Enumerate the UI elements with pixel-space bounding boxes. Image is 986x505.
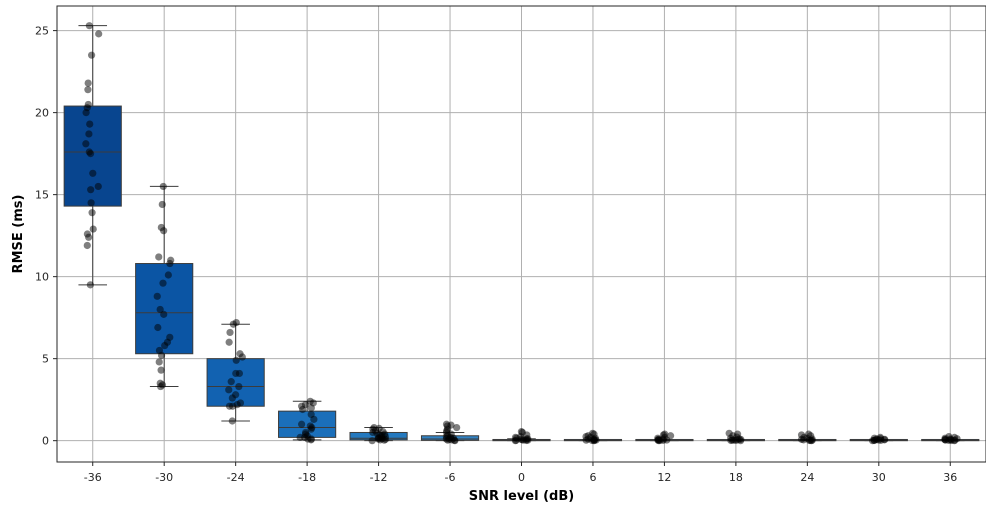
data-point xyxy=(155,253,163,261)
data-point xyxy=(582,436,590,444)
data-point xyxy=(89,225,97,233)
data-point xyxy=(737,437,745,445)
data-point xyxy=(807,437,815,445)
y-axis-label: RMSE (ms) xyxy=(11,195,26,274)
data-point xyxy=(232,356,240,364)
data-point xyxy=(511,437,519,445)
data-point xyxy=(85,233,93,241)
data-point xyxy=(160,310,168,318)
data-point xyxy=(89,169,97,177)
data-point xyxy=(85,130,93,138)
x-tick-label: -6 xyxy=(445,471,456,484)
data-point xyxy=(159,279,167,287)
data-point xyxy=(229,402,237,410)
data-point xyxy=(157,351,166,359)
data-point xyxy=(161,341,169,350)
data-point xyxy=(153,292,161,300)
strip-points xyxy=(82,22,961,445)
data-point xyxy=(83,241,91,250)
x-tick-label: 24 xyxy=(800,471,814,484)
y-tick-label: 15 xyxy=(35,189,49,202)
x-tick-label: 12 xyxy=(657,471,671,484)
data-point xyxy=(94,182,102,191)
x-tick-label: -36 xyxy=(84,471,102,484)
data-point xyxy=(590,437,598,445)
y-tick-label: 25 xyxy=(35,25,49,38)
data-point xyxy=(225,338,233,346)
x-tick-label: 6 xyxy=(589,471,596,484)
y-tick-label: 20 xyxy=(35,107,49,120)
data-point xyxy=(522,436,530,445)
data-point xyxy=(228,417,236,425)
data-point xyxy=(296,433,304,441)
data-point xyxy=(307,425,315,433)
data-point xyxy=(87,199,95,207)
data-point xyxy=(235,382,243,391)
x-tick-label: 36 xyxy=(943,471,957,484)
x-tick-label: -12 xyxy=(370,471,388,484)
data-point xyxy=(158,200,166,209)
y-tick-label: 10 xyxy=(35,271,49,284)
data-point xyxy=(229,320,237,328)
data-point xyxy=(380,436,388,444)
y-tick-labels: 0 5 10 15 20 25 xyxy=(35,25,57,448)
data-point xyxy=(159,182,167,191)
data-point xyxy=(155,358,163,366)
data-point xyxy=(88,209,96,217)
data-point xyxy=(451,437,459,445)
data-point xyxy=(227,378,235,386)
x-axis-label: SNR level (dB) xyxy=(469,489,574,504)
data-point xyxy=(86,281,94,289)
x-tick-label: 30 xyxy=(872,471,886,484)
data-point xyxy=(160,227,168,235)
box--30 xyxy=(135,263,194,355)
data-point xyxy=(84,86,92,94)
data-point xyxy=(298,420,306,428)
data-point xyxy=(157,382,165,391)
y-tick-label: 0 xyxy=(42,435,49,448)
data-point xyxy=(225,386,233,394)
data-point xyxy=(82,109,90,117)
x-tick-label: 18 xyxy=(729,471,743,484)
x-tick-label: -24 xyxy=(227,471,245,484)
data-point xyxy=(368,437,376,445)
data-point xyxy=(164,271,172,279)
data-point xyxy=(87,186,95,194)
x-tick-label: -18 xyxy=(298,471,316,484)
x-tick-label: 0 xyxy=(518,471,525,484)
data-point xyxy=(800,436,808,444)
data-point xyxy=(95,30,103,38)
data-point xyxy=(310,415,318,423)
data-point xyxy=(727,436,735,445)
data-point xyxy=(298,405,307,414)
data-point xyxy=(238,353,246,361)
data-point xyxy=(228,394,236,402)
data-point xyxy=(868,437,877,445)
data-point xyxy=(88,51,96,59)
data-point xyxy=(307,436,315,444)
data-point xyxy=(232,369,240,378)
data-point xyxy=(86,150,95,158)
y-tick-label: 5 xyxy=(42,353,49,366)
data-point xyxy=(226,328,234,337)
x-tick-label: -30 xyxy=(155,471,173,484)
grid-lines xyxy=(57,6,986,462)
x-tick-labels: -36 -30 -24 -18 -12 -6 0 6 12 18 24 30 36 xyxy=(84,462,957,484)
data-point xyxy=(444,436,452,444)
data-point xyxy=(307,404,315,412)
data-point xyxy=(655,437,663,445)
data-point xyxy=(86,120,94,128)
data-point xyxy=(82,140,90,148)
data-point xyxy=(166,259,174,268)
data-point xyxy=(154,323,162,332)
data-point xyxy=(85,22,93,30)
data-point xyxy=(84,79,92,87)
data-point xyxy=(453,423,461,432)
data-point xyxy=(877,436,885,444)
data-point xyxy=(157,366,165,374)
data-point xyxy=(950,437,958,445)
